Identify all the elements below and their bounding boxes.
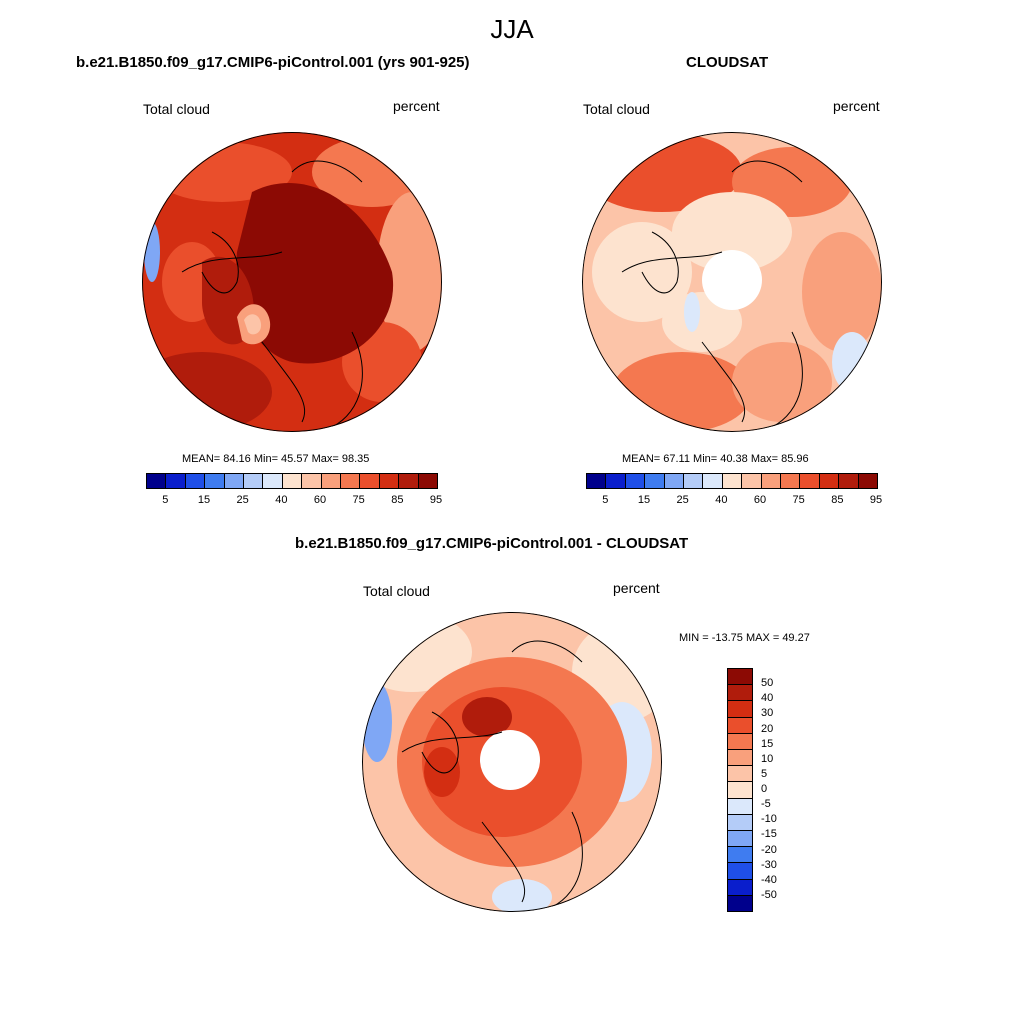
panel-1-colorbar <box>146 473 438 489</box>
colorbar-swatch <box>728 879 752 896</box>
panel-1-polar-map <box>142 132 442 432</box>
colorbar-tick-label: 15 <box>197 494 211 506</box>
colorbar-swatch <box>147 474 167 488</box>
colorbar-tick-label: 15 <box>761 737 774 750</box>
panel-3-colorbar <box>727 668 753 912</box>
colorbar-swatch <box>722 474 743 488</box>
colorbar-swatch <box>282 474 303 488</box>
colorbar-tick-label: 5 <box>761 767 768 780</box>
colorbar-swatch <box>728 750 752 767</box>
panel-3-colorbar-ticks: 50 40 30 20 15 10 5 0 -5 -10 -15 -20 -30 -40 -50 <box>761 668 801 910</box>
colorbar-swatch <box>728 701 752 718</box>
colorbar-swatch <box>728 831 752 848</box>
colorbar-swatch <box>728 782 752 799</box>
colorbar-tick-label: 40 <box>275 494 288 506</box>
colorbar-tick-label: -15 <box>761 828 777 841</box>
colorbar-tick-label: 15 <box>637 494 651 506</box>
colorbar-swatch <box>728 863 752 880</box>
colorbar-swatch <box>341 474 361 488</box>
panel-1-title: b.e21.B1850.f09_g17.CMIP6-piControl.001 … <box>76 54 470 71</box>
figure-title: JJA <box>490 14 534 44</box>
panel-2-polar-map <box>582 132 882 432</box>
colorbar-swatch <box>379 474 400 488</box>
colorbar-tick-label: 25 <box>236 494 249 506</box>
colorbar-swatch <box>684 474 704 488</box>
colorbar-swatch <box>728 717 752 734</box>
colorbar-tick-label: 75 <box>792 494 805 506</box>
colorbar-swatch <box>728 733 752 751</box>
colorbar-swatch <box>761 474 782 488</box>
colorbar-swatch <box>728 766 752 783</box>
colorbar-swatch <box>185 474 206 488</box>
colorbar-swatch <box>728 895 752 912</box>
colorbar-tick-label: -30 <box>761 858 777 871</box>
colorbar-tick-label: 40 <box>761 692 774 705</box>
panel-1-colorbar-ticks: 5 15 25 40 60 75 85 95 <box>146 494 442 508</box>
colorbar-tick-label: 85 <box>391 494 404 506</box>
colorbar-swatch <box>587 474 607 488</box>
colorbar-tick-label: 20 <box>761 722 774 735</box>
colorbar-tick-label: 40 <box>715 494 728 506</box>
colorbar-swatch <box>302 474 322 488</box>
panel-1-variable-label: Total cloud <box>143 101 210 117</box>
colorbar-swatch <box>205 474 225 488</box>
panel-2-stats: MEAN= 67.11 Min= 40.38 Max= 85.96 <box>622 453 809 465</box>
colorbar-swatch <box>728 685 752 702</box>
colorbar-swatch <box>399 474 419 488</box>
panel-2-units-label: percent <box>833 98 880 114</box>
panel-2-colorbar <box>586 473 878 489</box>
colorbar-tick-label: 0 <box>761 783 768 795</box>
panel-1-units-label: percent <box>393 98 440 114</box>
colorbar-swatch <box>728 798 752 815</box>
panel-3-variable-label: Total cloud <box>363 583 430 599</box>
panel-3-units-label: percent <box>613 580 660 596</box>
colorbar-tick-label: -5 <box>761 798 771 811</box>
colorbar-tick-label: 50 <box>761 677 774 690</box>
colorbar-tick-label: 60 <box>313 494 327 506</box>
colorbar-tick-label: 95 <box>429 494 443 506</box>
colorbar-tick-label: 5 <box>602 494 609 506</box>
panel-2-variable-label: Total cloud <box>583 101 650 117</box>
colorbar-swatch <box>606 474 626 488</box>
colorbar-swatch <box>858 474 878 488</box>
colorbar-swatch <box>800 474 820 488</box>
colorbar-tick-label: 75 <box>352 494 365 506</box>
colorbar-tick-label: 5 <box>162 494 169 506</box>
colorbar-tick-label: 85 <box>831 494 844 506</box>
colorbar-tick-label: -40 <box>761 873 777 886</box>
colorbar-swatch <box>418 474 438 488</box>
panel-3-polar-map <box>362 612 662 912</box>
colorbar-swatch <box>819 474 840 488</box>
colorbar-swatch <box>664 474 685 488</box>
colorbar-swatch <box>321 474 342 488</box>
colorbar-tick-label: 60 <box>753 494 767 506</box>
colorbar-swatch <box>703 474 723 488</box>
colorbar-swatch <box>224 474 245 488</box>
colorbar-swatch <box>728 847 752 864</box>
colorbar-swatch <box>742 474 762 488</box>
colorbar-swatch <box>728 669 752 686</box>
colorbar-tick-label: 25 <box>676 494 689 506</box>
colorbar-swatch <box>781 474 801 488</box>
panel-2-title: CLOUDSAT <box>686 54 769 71</box>
colorbar-swatch <box>166 474 186 488</box>
panel-2-colorbar-ticks: 5 15 25 40 60 75 85 95 <box>586 494 882 508</box>
colorbar-tick-label: -20 <box>761 843 777 856</box>
colorbar-tick-label: -50 <box>761 888 777 901</box>
colorbar-swatch <box>728 814 752 832</box>
panel-3-title: b.e21.B1850.f09_g17.CMIP6-piControl.001 … <box>295 535 689 552</box>
colorbar-tick-label: 95 <box>869 494 883 506</box>
colorbar-swatch <box>360 474 380 488</box>
colorbar-swatch <box>625 474 646 488</box>
colorbar-swatch <box>839 474 859 488</box>
colorbar-tick-label: -10 <box>761 813 777 826</box>
colorbar-swatch <box>244 474 264 488</box>
colorbar-tick-label: 10 <box>761 752 774 765</box>
panel-3-stats: MIN = -13.75 MAX = 49.27 <box>679 632 810 644</box>
colorbar-tick-label: 30 <box>761 707 774 720</box>
colorbar-swatch <box>263 474 283 488</box>
colorbar-swatch <box>645 474 665 488</box>
panel-1-stats: MEAN= 84.16 Min= 45.57 Max= 98.35 <box>182 453 370 465</box>
